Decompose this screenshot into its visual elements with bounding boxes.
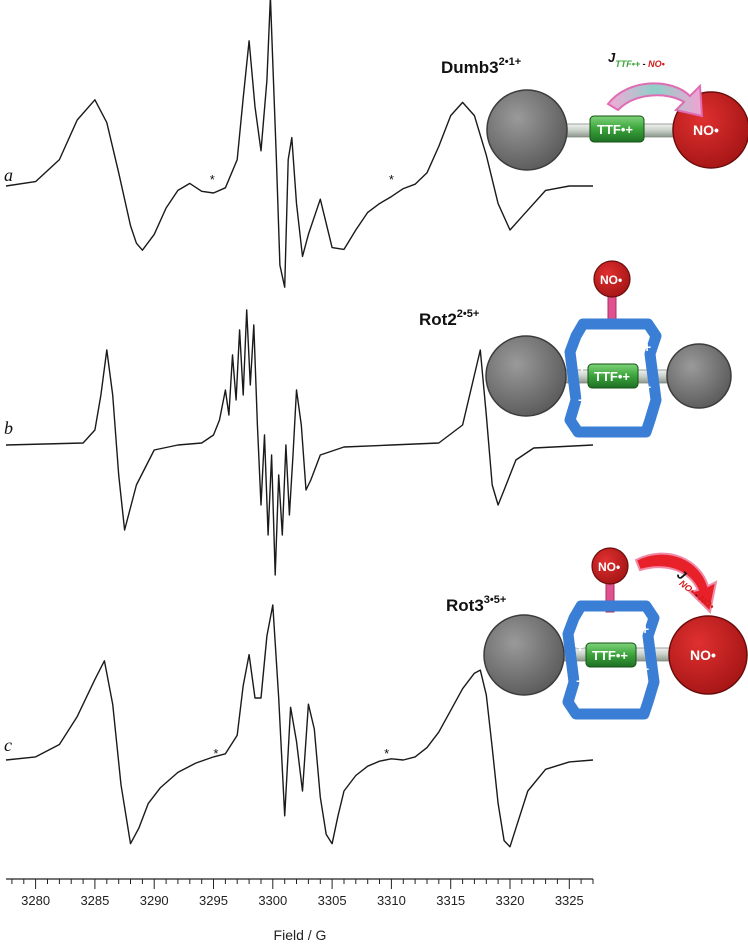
- plus-charge: +: [576, 639, 584, 655]
- coupling-arrow: [606, 82, 704, 118]
- nitroxide-label: NO•: [693, 122, 719, 138]
- compound-label-b: Rot22•5+: [419, 308, 479, 329]
- nitroxide-label: NO•: [600, 273, 622, 287]
- epr-trace-a: [5, 0, 593, 288]
- coupling-arrow: [634, 552, 718, 615]
- epr-trace-b: [5, 309, 594, 576]
- x-tick-label: 3315: [436, 893, 465, 908]
- epr-trace-c: [5, 604, 594, 848]
- stopper-sphere: [486, 89, 568, 171]
- ttf-label: TTF•+: [592, 648, 628, 663]
- x-tick-label: 3300: [258, 893, 287, 908]
- panel-letter-a: a: [4, 165, 13, 185]
- stopper-sphere-right: [666, 343, 732, 409]
- plus-charge: +: [641, 621, 649, 637]
- nitroxide-sphere: [593, 260, 631, 298]
- x-tick-label: 3285: [80, 893, 109, 908]
- rotaxane-cartoon-c: NO• NO• TTF•+ + + + + JNO• - NO•: [483, 547, 748, 720]
- asterisk-marker: *: [389, 172, 394, 187]
- plus-charge: +: [641, 661, 649, 677]
- plus-charge: +: [643, 339, 651, 355]
- plus-charge: +: [576, 673, 584, 689]
- x-tick-label: 3305: [318, 893, 347, 908]
- x-tick-label: 3290: [140, 893, 169, 908]
- x-axis: 3280 3285 3290 3295 3300 3305 3310 3315 3320 3325: [6, 878, 594, 908]
- ttf-unit: [587, 363, 639, 389]
- compound-label-c: Rot33•5+: [446, 594, 506, 615]
- plus-charge: +: [578, 392, 586, 408]
- ttf-unit: [589, 115, 645, 143]
- x-axis-title: Field / G: [274, 927, 327, 943]
- x-tick-label: 3310: [377, 893, 406, 908]
- x-tick-label: 3320: [496, 893, 525, 908]
- macrocycle: [562, 600, 660, 720]
- dumbbell-cartoon-a: NO• TTF•+ JTTF•+ - NO•: [486, 50, 748, 171]
- ttf-label: TTF•+: [597, 122, 633, 137]
- nitroxide-sphere-stopper: [668, 615, 748, 695]
- x-tick-label: 3280: [21, 893, 50, 908]
- plus-charge: +: [643, 379, 651, 395]
- plus-charge: +: [578, 359, 586, 375]
- stopper-sphere-left: [485, 335, 567, 417]
- compound-label-a: Dumb32•1+: [441, 56, 521, 77]
- asterisk-marker: *: [213, 746, 218, 761]
- panel-letter-c: c: [4, 735, 12, 755]
- spectrum-traces: [5, 0, 594, 848]
- panel-letter-b: b: [4, 418, 13, 438]
- ttf-unit: [585, 642, 637, 668]
- coupling-label: JTTF•+ - NO•: [608, 50, 665, 69]
- rotaxane-cartoon-b: NO• TTF•+ + + + +: [485, 260, 732, 438]
- nitroxide-label-ring: NO•: [598, 560, 620, 574]
- stopper-sphere: [483, 614, 565, 696]
- asterisk-marker: *: [384, 746, 389, 761]
- nitroxide-sphere-ring: [591, 547, 629, 585]
- nitroxide-label-stopper: NO•: [690, 647, 716, 663]
- ttf-label: TTF•+: [594, 369, 630, 384]
- macrocycle: [564, 318, 662, 438]
- x-tick-label: 3295: [199, 893, 228, 908]
- x-tick-label: 3325: [555, 893, 584, 908]
- asterisk-marker: *: [210, 172, 215, 187]
